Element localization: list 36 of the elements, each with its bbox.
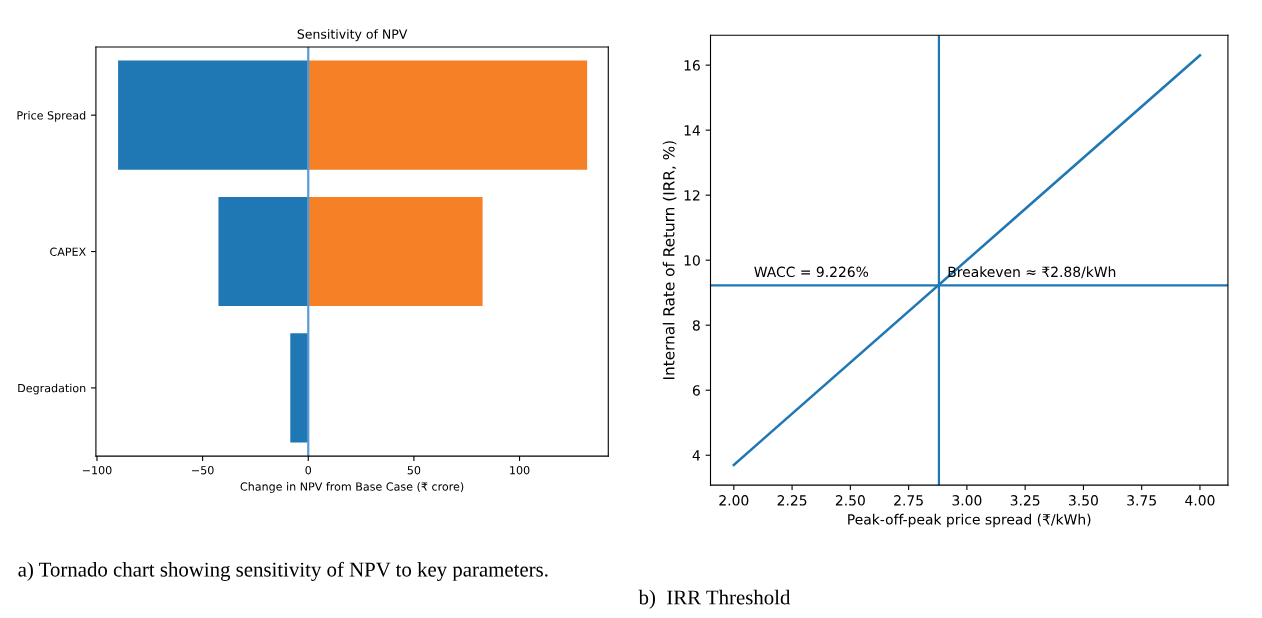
y-tick-label: 10 [684,255,700,266]
x-tick-label: 2.50 [835,495,865,506]
y-tick-label: 8 [692,320,700,331]
y-tick-label: 14 [684,125,700,136]
y-tick-label: Price Spread [17,110,86,122]
x-tick-label: 100 [510,466,530,475]
y-tick-label: 16 [684,60,700,71]
y-tick-label: 4 [692,450,700,461]
x-tick-label: −100 [82,466,112,475]
bar [118,60,309,170]
text: a) Tornado chart showing sensitivity of NPV to key parameters. [18,561,548,581]
bar [308,196,483,307]
y-axis-title: Internal Rate of Return (IRR, %) [662,141,677,379]
x-tick-label: 2.00 [719,495,749,506]
y-tick-label: 6 [692,385,700,396]
x-tick-label: 3.50 [1069,495,1098,506]
x-axis-title: Change in NPV from Base Case (₹ crore) [240,482,464,493]
chart-title: Sensitivity of NPV [297,29,408,42]
x-tick-label: 3.00 [952,495,982,506]
x-tick-label: 4.00 [1185,495,1215,506]
x-tick-label: 50 [407,466,421,475]
x-tick-label: 2.25 [777,495,807,506]
x-tick-label: 0 [305,466,312,475]
x-tick-label: 2.75 [894,495,923,506]
bar [290,333,309,443]
y-tick-label: CAPEX [50,247,86,256]
x-tick-label: 3.25 [1010,495,1040,506]
x-axis-title: Peak-off-peak price spread (₹/kWh) [848,513,1091,528]
x-tick-label: 3.75 [1127,495,1156,506]
x-tick-label: −50 [192,466,214,475]
y-tick-label: 12 [684,190,700,201]
text: b) IRR Threshold [638,589,791,609]
y-tick-label: Degradation [18,383,86,395]
annotation: WACC = 9.226% [754,266,869,278]
bar [218,196,309,307]
bar [308,60,588,170]
